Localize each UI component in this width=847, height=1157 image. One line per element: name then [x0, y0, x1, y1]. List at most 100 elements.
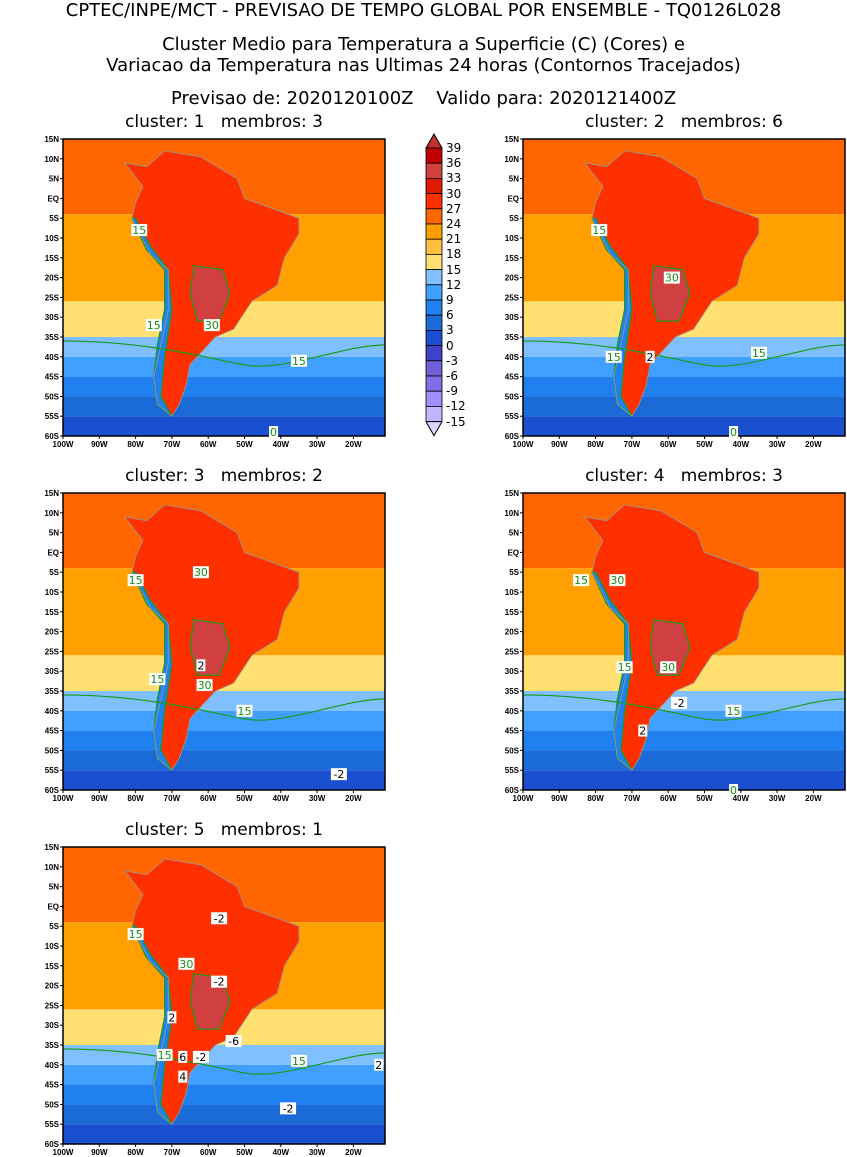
contour-label: 30 — [196, 679, 213, 692]
contour-label: 15 — [290, 354, 307, 368]
map-frame — [522, 138, 846, 437]
lon-tick-label: 50W — [696, 440, 713, 449]
colorbar-label: 9 — [446, 293, 454, 307]
contour-label: 15 — [616, 661, 633, 674]
lat-tick-label: 20S — [505, 274, 520, 283]
lat-tick-label: 15S — [45, 254, 60, 263]
lat-tick-label: 55S — [45, 1120, 60, 1129]
lon-tick-label: 20W — [345, 440, 362, 449]
lat-tick-label: EQ — [47, 902, 59, 911]
colorbar-label: 24 — [446, 217, 462, 231]
coastline — [124, 150, 300, 417]
svg-text:30: 30 — [665, 272, 679, 285]
lat-tick-label: 55S — [505, 412, 520, 421]
lat-tick-label: 5S — [49, 214, 59, 223]
colorbar-above-triangle — [425, 133, 443, 149]
colorbar-swatch — [425, 360, 443, 377]
svg-text:2: 2 — [639, 725, 646, 738]
lat-tick-label: 40S — [45, 1061, 60, 1070]
lat-tick-label: 35S — [505, 687, 520, 696]
lat-tick-label: 30S — [45, 667, 60, 676]
contour-label: 15 — [131, 224, 148, 237]
lat-tick-label: 30S — [45, 313, 60, 322]
contour-label: -6 — [225, 1035, 242, 1048]
coastline — [124, 504, 300, 771]
contour-label: -2 — [211, 975, 228, 989]
lat-tick-label: 5S — [509, 568, 519, 577]
contour-label: 30 — [660, 661, 677, 674]
lat-tick-label: 10N — [44, 863, 59, 872]
lon-tick-label: 100W — [53, 794, 74, 803]
contour-label: 2 — [374, 1058, 384, 1072]
panel-title: cluster: 4 membros: 3 — [585, 466, 783, 486]
lat-tick-label: 35S — [45, 333, 60, 342]
lon-tick-label: 40W — [273, 794, 290, 803]
colorbar-swatch — [425, 238, 443, 255]
contour-label: -2 — [280, 1102, 297, 1115]
temperature-band — [523, 337, 845, 357]
lon-tick-label: 60W — [660, 440, 677, 449]
temperature-band — [63, 1045, 385, 1065]
contour-15 — [62, 340, 386, 367]
lat-tick-label: 60S — [45, 432, 60, 441]
svg-text:30: 30 — [610, 574, 624, 587]
lon-tick-label: 70W — [164, 1148, 181, 1157]
coastline — [124, 858, 300, 1125]
coastline — [584, 504, 760, 771]
lat-tick-label: 10N — [44, 509, 59, 518]
svg-text:15: 15 — [150, 673, 164, 686]
map-frame — [62, 846, 386, 1145]
lon-tick-label: 90W — [91, 440, 108, 449]
lat-tick-label: 15S — [45, 608, 60, 617]
svg-text:-2: -2 — [333, 768, 344, 781]
header-line-1: CPTEC/INPE/MCT - PREVISAO DE TEMPO GLOBA… — [65, 0, 782, 21]
temperature-band — [523, 710, 845, 731]
lon-tick-label: 60W — [200, 1148, 217, 1157]
lon-tick-label: 100W — [513, 794, 534, 803]
lat-tick-label: 45S — [505, 373, 520, 382]
svg-text:2: 2 — [647, 351, 654, 364]
svg-text:-6: -6 — [228, 1035, 239, 1048]
lat-tick-label: 50S — [505, 392, 520, 401]
lat-tick-label: 15S — [45, 962, 60, 971]
svg-text:-2: -2 — [195, 1051, 206, 1064]
lat-tick-label: EQ — [47, 194, 59, 203]
temperature-band — [63, 730, 385, 751]
lon-tick-label: 60W — [200, 440, 217, 449]
colorbar-label: 15 — [446, 262, 462, 277]
svg-text:15: 15 — [727, 705, 741, 718]
temperature-band — [63, 356, 385, 377]
contour-label: 2 — [645, 350, 655, 364]
lat-tick-label: 5N — [49, 529, 59, 538]
lat-tick-label: 50S — [45, 1100, 60, 1109]
lon-tick-label: 90W — [91, 794, 108, 803]
contour-label: 15 — [605, 350, 622, 364]
lat-tick-label: EQ — [47, 548, 59, 557]
contour-label: 6 — [178, 1050, 188, 1064]
lat-tick-label: 10S — [45, 942, 60, 951]
colorbar-below-triangle — [425, 421, 443, 437]
contour-label: 0 — [729, 784, 739, 797]
svg-text:15: 15 — [238, 705, 252, 718]
svg-text:2: 2 — [375, 1059, 382, 1072]
header-line-2: Cluster Medio para Temperatura a Superfi… — [162, 34, 685, 55]
lat-tick-label: 10N — [504, 509, 519, 518]
lat-tick-label: 55S — [45, 766, 60, 775]
svg-text:2: 2 — [168, 1011, 175, 1024]
lat-tick-label: 15N — [504, 135, 519, 144]
contour-label: -2 — [192, 1050, 209, 1064]
svg-text:15: 15 — [752, 347, 766, 360]
temperature-band — [63, 1124, 385, 1144]
lat-tick-label: 45S — [505, 727, 520, 736]
svg-text:30: 30 — [194, 566, 208, 579]
lat-tick-label: 10N — [44, 155, 59, 164]
colorbar-label: 33 — [446, 171, 462, 186]
lat-tick-label: 30S — [45, 1021, 60, 1030]
lat-tick-label: 25S — [45, 293, 60, 302]
svg-text:30: 30 — [661, 661, 675, 674]
lon-tick-label: 100W — [53, 1148, 74, 1157]
temperature-band — [523, 376, 845, 397]
svg-text:0: 0 — [730, 784, 737, 797]
hot-region — [649, 265, 691, 322]
lat-tick-label: 50S — [45, 746, 60, 755]
